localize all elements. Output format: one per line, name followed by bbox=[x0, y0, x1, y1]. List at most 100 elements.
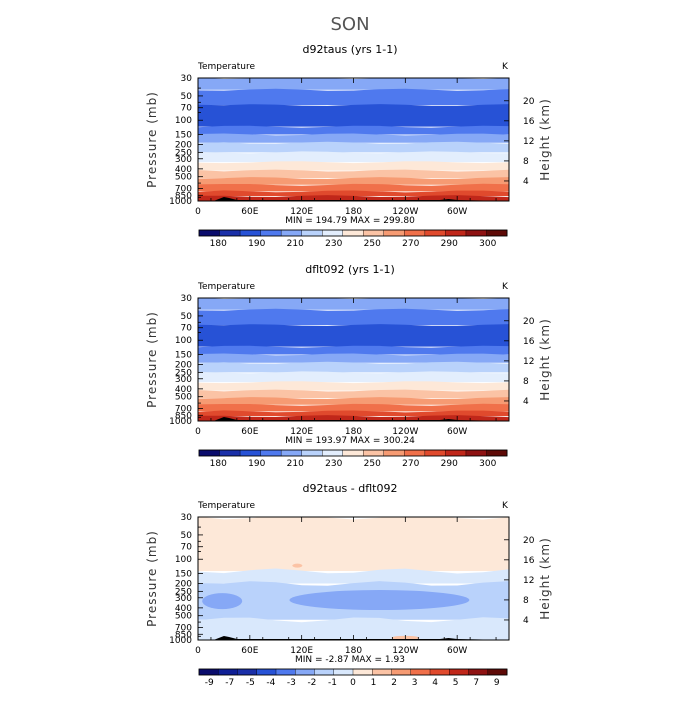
y-tick-label: 50 bbox=[181, 92, 193, 102]
legend-label: -5 bbox=[246, 678, 255, 688]
y-tick-label: 250 bbox=[175, 368, 192, 378]
contour-band bbox=[198, 389, 509, 399]
units-label: K bbox=[502, 282, 509, 292]
topography bbox=[198, 197, 509, 201]
legend-label: 270 bbox=[402, 239, 419, 249]
legend-label: -3 bbox=[287, 678, 296, 688]
legend-label: -2 bbox=[307, 678, 316, 688]
contour-band bbox=[198, 345, 509, 355]
contour-band bbox=[198, 169, 509, 179]
y-tick-label: 400 bbox=[175, 604, 192, 614]
y2-axis-label: Height (km) bbox=[538, 537, 552, 619]
y-tick-label: 850 bbox=[175, 191, 192, 201]
legend-label: 0 bbox=[350, 678, 356, 688]
legend-swatch bbox=[301, 229, 323, 237]
legend-swatch bbox=[468, 668, 489, 676]
contour-band bbox=[198, 397, 509, 405]
legend-swatch bbox=[333, 668, 354, 676]
y-tick-label: 30 bbox=[181, 294, 193, 304]
legend-swatch bbox=[198, 668, 219, 676]
y-tick-label: 300 bbox=[175, 375, 192, 385]
legend-swatch bbox=[404, 449, 426, 457]
legend-swatch bbox=[465, 229, 487, 237]
y-tick-label: 400 bbox=[175, 385, 192, 395]
y-tick-label: 250 bbox=[175, 148, 192, 158]
legend-frame bbox=[198, 229, 508, 237]
color-legend: 180 190 210 230 250 270 290 300 bbox=[198, 449, 508, 469]
y-tick-label: 50 bbox=[181, 312, 193, 322]
contour-band bbox=[198, 151, 509, 163]
y-tick-label: 850 bbox=[175, 630, 192, 640]
legend-swatch bbox=[404, 229, 426, 237]
x-tick-label: 120E bbox=[290, 646, 313, 656]
panel-1: d92taus (yrs 1-1) Temperature K 30 50 70 100 15… bbox=[145, 43, 552, 249]
contour-band bbox=[198, 308, 509, 326]
legend-label: 180 bbox=[210, 459, 227, 469]
color-legend: -9 -7 -5 -4 -3 -2 -1 0 1 2 3 4 5 7 9 bbox=[198, 668, 508, 688]
units-label: K bbox=[502, 62, 509, 72]
legend-label: 250 bbox=[364, 459, 381, 469]
y-tick-label: 30 bbox=[181, 74, 193, 84]
legend-swatch bbox=[465, 449, 487, 457]
y2-axis-label: Height (km) bbox=[538, 318, 552, 400]
x-tick-label: 60E bbox=[241, 207, 258, 217]
min-max-stats: MIN = 194.79 MAX = 299.80 bbox=[285, 216, 415, 226]
y-tick-label: 200 bbox=[175, 141, 192, 151]
y-tick-label: 200 bbox=[175, 361, 192, 371]
legend-swatch bbox=[218, 668, 238, 676]
panel-title: d92taus (yrs 1-1) bbox=[302, 43, 397, 56]
x-tick-label: 60W bbox=[447, 427, 467, 437]
legend-swatch bbox=[486, 229, 508, 237]
y2-tick-label: 4 bbox=[523, 397, 529, 407]
legend-frame bbox=[198, 449, 508, 457]
legend-swatch bbox=[256, 668, 277, 676]
y2-tick-label: 8 bbox=[523, 157, 529, 167]
legend-swatch bbox=[391, 668, 412, 676]
contour-region bbox=[202, 593, 243, 610]
y2-tick-label: 12 bbox=[523, 357, 534, 367]
contour-band bbox=[198, 177, 509, 185]
panels: d92taus (yrs 1-1)Temperature K30507010015… bbox=[145, 43, 552, 688]
topography bbox=[198, 636, 509, 640]
legend-swatch bbox=[280, 229, 303, 237]
contour-band bbox=[198, 190, 509, 197]
legend-label: 9 bbox=[494, 678, 500, 688]
legend-swatch bbox=[260, 449, 282, 457]
legend-label: 290 bbox=[441, 459, 458, 469]
legend-swatch bbox=[301, 449, 323, 457]
min-max-stats: MIN = 193.97 MAX = 300.24 bbox=[285, 436, 415, 446]
panel-title: dflt092 (yrs 1-1) bbox=[305, 263, 395, 276]
contour-band bbox=[198, 410, 509, 417]
x-tick-label: 60E bbox=[241, 646, 258, 656]
legend-swatch bbox=[372, 668, 392, 676]
legend-swatch bbox=[275, 668, 296, 676]
contour-band bbox=[198, 517, 509, 571]
legend-swatch bbox=[280, 449, 303, 457]
contour-band bbox=[198, 88, 509, 106]
contour-band bbox=[198, 78, 509, 90]
legend-swatch bbox=[383, 229, 405, 237]
y2-tick-label: 20 bbox=[523, 536, 535, 546]
x-tick-label: 180 bbox=[345, 207, 362, 217]
legend-swatch bbox=[363, 229, 385, 237]
legend-label: 210 bbox=[287, 459, 304, 469]
y2-tick-label: 16 bbox=[523, 117, 535, 127]
legend-swatch bbox=[322, 449, 344, 457]
contour-band bbox=[198, 617, 509, 640]
legend-swatch bbox=[486, 449, 508, 457]
y-tick-label: 1000 bbox=[169, 197, 192, 207]
y-tick-label: 250 bbox=[175, 587, 192, 597]
x-tick-label: 120W bbox=[392, 207, 418, 217]
y-tick-label: 70 bbox=[181, 104, 193, 114]
contour-band bbox=[198, 381, 509, 391]
legend-label: 300 bbox=[479, 459, 496, 469]
legend-label: 3 bbox=[412, 678, 418, 688]
contour-band bbox=[198, 324, 509, 347]
variable-label: Temperature bbox=[197, 282, 255, 292]
x-tick-label: 120W bbox=[392, 646, 418, 656]
legend-swatch bbox=[219, 229, 241, 237]
y-tick-label: 100 bbox=[175, 336, 192, 346]
x-tick-label: 180 bbox=[345, 646, 362, 656]
y-tick-label: 70 bbox=[181, 324, 193, 334]
